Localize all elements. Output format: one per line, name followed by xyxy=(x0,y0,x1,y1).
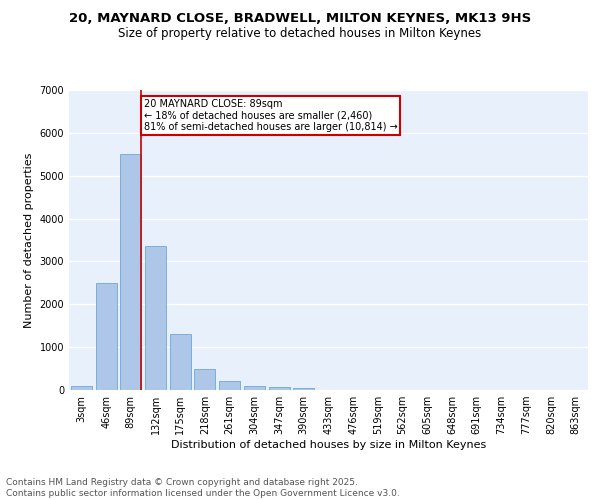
Y-axis label: Number of detached properties: Number of detached properties xyxy=(24,152,34,328)
Text: 20 MAYNARD CLOSE: 89sqm
← 18% of detached houses are smaller (2,460)
81% of semi: 20 MAYNARD CLOSE: 89sqm ← 18% of detache… xyxy=(143,98,397,132)
Bar xyxy=(120,154,141,390)
Bar xyxy=(145,246,166,390)
Bar xyxy=(71,386,92,390)
Text: Contains HM Land Registry data © Crown copyright and database right 2025.
Contai: Contains HM Land Registry data © Crown c… xyxy=(6,478,400,498)
Bar xyxy=(194,368,215,390)
Bar xyxy=(95,283,116,390)
Text: Size of property relative to detached houses in Milton Keynes: Size of property relative to detached ho… xyxy=(118,28,482,40)
X-axis label: Distribution of detached houses by size in Milton Keynes: Distribution of detached houses by size … xyxy=(171,440,486,450)
Bar xyxy=(293,388,314,390)
Bar xyxy=(170,334,191,390)
Text: 20, MAYNARD CLOSE, BRADWELL, MILTON KEYNES, MK13 9HS: 20, MAYNARD CLOSE, BRADWELL, MILTON KEYN… xyxy=(69,12,531,26)
Bar xyxy=(244,386,265,390)
Bar xyxy=(219,381,240,390)
Bar xyxy=(269,386,290,390)
